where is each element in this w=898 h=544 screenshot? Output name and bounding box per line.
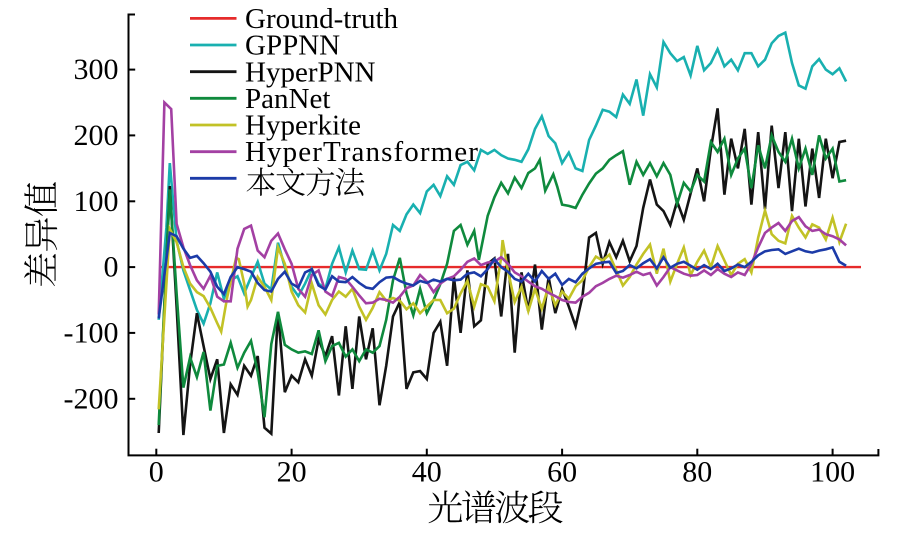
svg-text:HyperPNN: HyperPNN bbox=[245, 56, 376, 88]
svg-text:Hyperkite: Hyperkite bbox=[245, 110, 361, 142]
svg-text:60: 60 bbox=[547, 456, 577, 489]
svg-text:100: 100 bbox=[74, 185, 119, 218]
svg-text:300: 300 bbox=[74, 53, 119, 86]
svg-text:-200: -200 bbox=[64, 382, 119, 415]
svg-text:-100: -100 bbox=[64, 317, 119, 350]
svg-text:0: 0 bbox=[104, 251, 119, 284]
svg-text:80: 80 bbox=[682, 456, 712, 489]
svg-text:Ground-truth: Ground-truth bbox=[245, 3, 399, 35]
svg-text:200: 200 bbox=[74, 119, 119, 152]
svg-text:40: 40 bbox=[412, 456, 442, 489]
svg-text:PanNet: PanNet bbox=[245, 83, 330, 115]
svg-text:HyperTransformer: HyperTransformer bbox=[245, 136, 479, 168]
svg-text:20: 20 bbox=[277, 456, 307, 489]
svg-text:100: 100 bbox=[810, 456, 855, 489]
svg-text:0: 0 bbox=[149, 456, 164, 489]
svg-text:GPPNN: GPPNN bbox=[245, 30, 340, 62]
